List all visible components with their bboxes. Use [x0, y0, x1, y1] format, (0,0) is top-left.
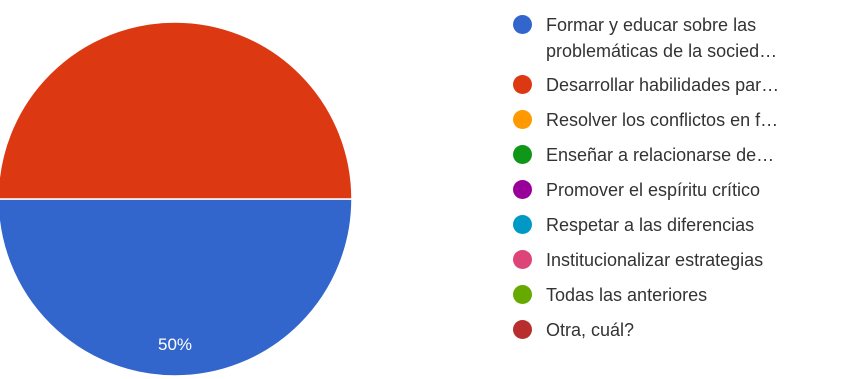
legend-label: Promover el espíritu crítico	[546, 180, 761, 200]
legend-label: Formar y educar sobre las problemáticas …	[546, 12, 777, 64]
chart-legend: Formar y educar sobre las problemáticas …	[513, 12, 839, 352]
legend-item-institucionalizar-estrategias[interactable]: Institucionalizar estrategias	[513, 247, 839, 273]
legend-swatch	[513, 110, 532, 129]
legend-item-formar-educar[interactable]: Formar y educar sobre las problemáticas …	[513, 12, 839, 64]
legend-label: Otra, cuál?	[546, 320, 635, 340]
legend-item-desarrollar-habilidades[interactable]: Desarrollar habilidades par…	[513, 72, 839, 98]
legend-label: Respetar a las diferencias	[546, 215, 755, 235]
legend-swatch	[513, 145, 532, 164]
legend-swatch	[513, 320, 532, 339]
legend-label-line: problemáticas de la socied…	[546, 41, 778, 61]
legend-swatch	[513, 285, 532, 304]
legend-swatch	[513, 180, 532, 199]
pie-slice-formar-educar[interactable]	[0, 198, 353, 377]
legend-item-otra-cual[interactable]: Otra, cuál?	[513, 317, 839, 343]
legend-item-ensenar-relacionarse[interactable]: Enseñar a relacionarse de…	[513, 142, 839, 168]
legend-label-line: Formar y educar sobre las	[546, 15, 757, 35]
legend-label: Todas las anteriores	[546, 285, 708, 305]
legend-item-promover-espiritu-critico[interactable]: Promover el espíritu crítico	[513, 177, 839, 203]
legend-swatch	[513, 15, 532, 34]
pie-slice-label: 50%	[158, 335, 192, 354]
pie-slice-desarrollar-habilidades[interactable]	[0, 21, 353, 200]
legend-item-resolver-conflictos[interactable]: Resolver los conflictos en f…	[513, 107, 839, 133]
legend-swatch	[513, 75, 532, 94]
legend-swatch	[513, 215, 532, 234]
legend-swatch	[513, 250, 532, 269]
legend-item-respetar-diferencias[interactable]: Respetar a las diferencias	[513, 212, 839, 238]
legend-label: Enseñar a relacionarse de…	[546, 145, 775, 165]
legend-label: Desarrollar habilidades par…	[546, 75, 780, 95]
legend-label: Resolver los conflictos en f…	[546, 110, 779, 130]
legend-label: Institucionalizar estrategias	[546, 250, 764, 270]
legend-item-todas-anteriores[interactable]: Todas las anteriores	[513, 282, 839, 308]
